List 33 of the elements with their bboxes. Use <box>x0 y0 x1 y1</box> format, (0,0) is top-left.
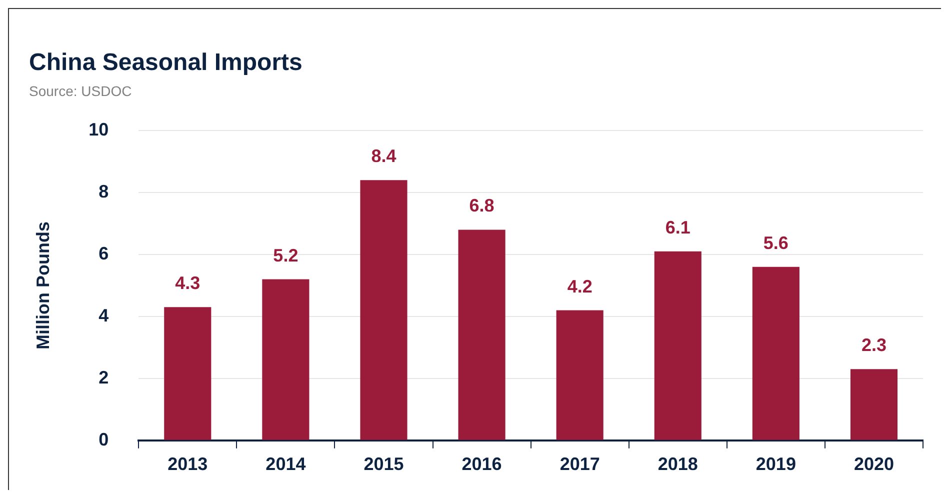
y-tick-label: 4 <box>98 305 109 326</box>
x-tick-label: 2014 <box>266 454 306 474</box>
data-label: 6.1 <box>665 217 690 238</box>
y-tick-label: 10 <box>88 120 109 140</box>
bar <box>556 310 604 440</box>
data-label: 4.2 <box>567 276 592 296</box>
y-tick-label: 0 <box>98 429 109 450</box>
y-axis-title: Million Pounds <box>32 222 53 350</box>
chart-title: China Seasonal Imports <box>29 49 302 76</box>
bar <box>752 266 800 440</box>
bar <box>262 279 310 440</box>
y-tick-label: 6 <box>98 243 109 264</box>
data-label: 6.8 <box>469 196 494 216</box>
x-tick-label: 2013 <box>168 454 208 474</box>
bar <box>850 369 898 440</box>
x-tick-label: 2015 <box>364 454 404 474</box>
data-label: 4.3 <box>175 273 200 294</box>
data-label: 2.3 <box>861 335 886 356</box>
bar <box>360 180 408 440</box>
data-label: 8.4 <box>371 146 396 166</box>
y-tick-label: 8 <box>98 182 109 202</box>
x-tick-label: 2016 <box>462 454 502 474</box>
source-note: Source: USDOC <box>29 83 132 100</box>
y-tick-label: 2 <box>98 367 109 388</box>
bar <box>458 230 506 440</box>
bar <box>654 251 702 440</box>
bar <box>164 307 212 440</box>
x-tick-label: 2019 <box>756 454 796 474</box>
data-label: 5.2 <box>273 245 298 266</box>
x-tick-label: 2020 <box>854 454 894 474</box>
data-label: 5.6 <box>763 232 788 253</box>
x-tick-label: 2017 <box>560 454 600 474</box>
x-tick-label: 2018 <box>658 454 698 474</box>
